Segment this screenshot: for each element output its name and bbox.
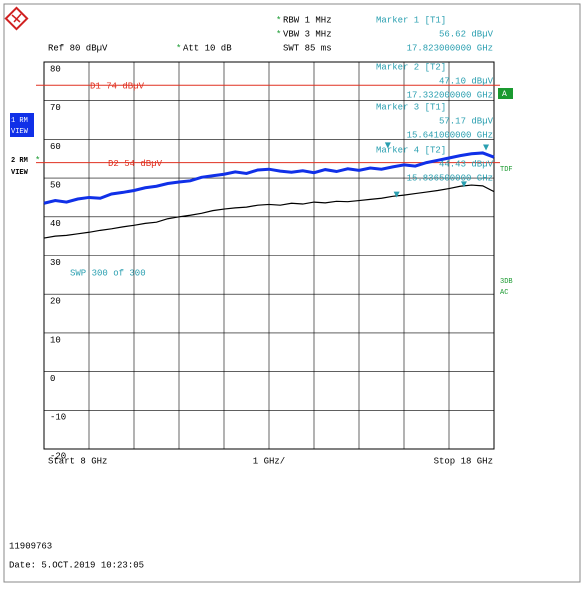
marker-name: Marker 2 [T2] — [376, 62, 446, 72]
y-tick-label: -10 — [50, 413, 66, 423]
tdf-label: TDF — [500, 166, 513, 174]
sweep-label: SWP 300 of 300 — [70, 268, 146, 278]
y-tick-label: 60 — [50, 142, 61, 152]
marker-name: Marker 3 [T1] — [376, 102, 446, 112]
start-label: Start 8 GHz — [48, 456, 107, 466]
trace1-badge — [10, 113, 34, 137]
trace2-label: 2 RM — [11, 157, 28, 165]
vbw: VBW 3 MHz — [283, 29, 332, 39]
footer-id: 11909763 — [9, 541, 52, 551]
marker-symbol — [384, 142, 391, 149]
rbw: RBW 1 MHz — [283, 15, 332, 25]
marker-freq: 15.641000000 GHz — [407, 130, 493, 140]
y-tick-label: 50 — [50, 180, 61, 190]
trace1-label: VIEW — [11, 128, 29, 136]
trace1-label: 1 RM — [11, 117, 28, 125]
marker-level: 57.17 dBµV — [439, 116, 494, 126]
star: * — [35, 155, 40, 165]
marker-level: 44.43 dBµV — [439, 159, 494, 169]
y-tick-label: 80 — [50, 64, 61, 74]
a-label: A — [502, 90, 507, 99]
trace — [43, 151, 495, 205]
y-tick-label: 0 — [50, 374, 55, 384]
marker-name: Marker 4 [T2] — [376, 145, 446, 155]
y-tick-label: 10 — [50, 335, 61, 345]
footer-date: Date: 5.OCT.2019 10:23:05 — [9, 560, 144, 570]
trace — [43, 184, 495, 239]
y-tick-label: 70 — [50, 103, 61, 113]
display-line-label: D1 74 dBµV — [90, 82, 145, 92]
logo — [4, 6, 29, 31]
marker-name: Marker 1 [T1] — [376, 15, 446, 25]
y-tick-label: -20 — [50, 451, 66, 461]
y-tick-label: 40 — [50, 219, 61, 229]
display-line-label: D2 54 dBµV — [108, 159, 163, 169]
y-tick-label: 20 — [50, 297, 61, 307]
star: * — [276, 29, 281, 39]
a-badge — [498, 88, 513, 99]
marker-freq: 15.836500000 GHz — [407, 173, 493, 183]
marker-level: 47.10 dBµV — [439, 76, 494, 86]
frame — [3, 3, 581, 583]
marker-symbol — [483, 144, 490, 151]
marker-symbol — [393, 191, 400, 198]
y-tick-label: 30 — [50, 258, 61, 268]
att: Att 10 dB — [183, 43, 232, 53]
3db-label: 3DB — [500, 278, 513, 286]
ref: Ref 80 dBµV — [48, 43, 108, 53]
marker-level: 56.62 dBµV — [439, 29, 494, 39]
swt: SWT 85 ms — [283, 43, 332, 53]
span-label: 1 GHz/ — [253, 456, 285, 466]
marker-freq: 17.823000000 GHz — [407, 43, 493, 53]
ac-label: AC — [500, 289, 508, 297]
star: * — [276, 15, 281, 25]
marker-symbol — [460, 181, 467, 188]
marker-freq: 17.332000000 GHz — [407, 90, 493, 100]
stop-label: Stop 18 GHz — [434, 456, 493, 466]
star: * — [176, 43, 181, 53]
trace2-label: VIEW — [11, 169, 29, 177]
